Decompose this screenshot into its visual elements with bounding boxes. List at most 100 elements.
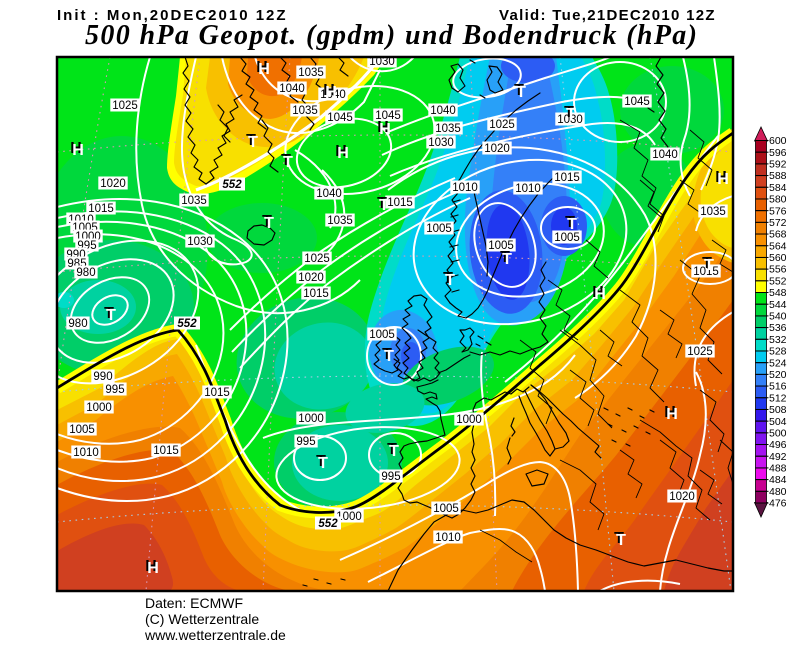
svg-text:1045: 1045 [327,112,353,124]
svg-text:1035: 1035 [327,215,353,227]
svg-text:528: 528 [769,346,787,358]
svg-text:980: 980 [76,267,95,279]
svg-text:1035: 1035 [435,123,461,135]
svg-text:H: H [715,169,727,186]
svg-text:1040: 1040 [279,83,305,95]
svg-text:564: 564 [769,240,787,252]
svg-text:T: T [704,257,714,274]
svg-text:584: 584 [769,182,787,194]
svg-text:600: 600 [769,135,787,147]
svg-text:H: H [70,140,82,157]
svg-text:1025: 1025 [304,253,330,265]
svg-text:580: 580 [769,194,787,206]
svg-text:T: T [104,305,114,322]
svg-text:500 hPa Geopot. (gpdm) und Bod: 500 hPa Geopot. (gpdm) und Bodendruck (h… [85,20,697,51]
svg-text:T: T [514,82,524,99]
svg-text:548: 548 [769,287,787,299]
svg-text:T: T [500,249,510,266]
svg-text:H: H [717,171,729,188]
svg-text:1015: 1015 [88,203,114,215]
svg-text:500: 500 [769,427,787,439]
svg-text:504: 504 [769,416,787,428]
svg-text:484: 484 [769,474,787,486]
svg-text:T: T [565,214,575,231]
svg-text:T: T [616,532,626,549]
svg-text:(C) Wetterzentrale: (C) Wetterzentrale [145,611,259,627]
svg-text:www.wetterzentrale.de: www.wetterzentrale.de [144,627,286,643]
svg-text:1035: 1035 [292,105,318,117]
svg-text:1030: 1030 [428,137,454,149]
svg-text:H: H [594,286,606,303]
svg-text:1000: 1000 [298,413,324,425]
svg-text:1030: 1030 [369,56,395,68]
svg-text:508: 508 [769,404,787,416]
svg-text:1045: 1045 [375,110,401,122]
svg-text:1015: 1015 [387,197,413,209]
svg-text:524: 524 [769,357,787,369]
svg-text:1040: 1040 [316,188,342,200]
svg-text:990: 990 [93,371,112,383]
svg-text:1005: 1005 [433,503,459,515]
svg-text:T: T [614,530,624,547]
svg-text:1030: 1030 [557,114,583,126]
svg-text:T: T [106,307,116,324]
svg-text:488: 488 [769,463,787,475]
svg-text:552: 552 [222,179,242,191]
svg-text:Valid: Tue,21DEC2010 12Z: Valid: Tue,21DEC2010 12Z [499,7,716,24]
svg-text:1015: 1015 [153,445,179,457]
svg-text:1000: 1000 [336,511,362,523]
svg-text:1005: 1005 [554,232,580,244]
svg-text:552: 552 [769,275,787,287]
svg-text:1005: 1005 [426,223,452,235]
svg-text:995: 995 [381,471,400,483]
svg-text:T: T [564,104,574,121]
svg-text:T: T [387,441,397,458]
svg-text:1020: 1020 [298,272,324,284]
svg-text:T: T [443,270,453,287]
svg-text:576: 576 [769,205,787,217]
svg-text:552: 552 [318,518,338,530]
svg-text:592: 592 [769,158,787,170]
svg-text:T: T [316,453,326,470]
svg-text:T: T [389,443,399,460]
svg-text:T: T [281,152,291,169]
svg-text:596: 596 [769,147,787,159]
svg-text:T: T [566,106,576,123]
svg-text:512: 512 [769,392,787,404]
svg-text:H: H [666,406,678,423]
svg-text:995: 995 [105,384,124,396]
svg-text:1020: 1020 [484,143,510,155]
svg-text:1035: 1035 [298,67,324,79]
svg-text:1000: 1000 [456,414,482,426]
svg-text:H: H [664,404,676,421]
svg-text:532: 532 [769,334,787,346]
svg-text:H: H [379,121,391,138]
svg-text:1040: 1040 [430,105,456,117]
svg-text:T: T [567,216,577,233]
svg-text:H: H [147,560,159,577]
svg-text:H: H [335,143,347,160]
svg-text:520: 520 [769,369,787,381]
svg-text:H: H [72,142,84,159]
svg-text:1045: 1045 [624,96,650,108]
svg-text:H: H [258,61,270,78]
svg-text:T: T [264,215,274,232]
svg-text:476: 476 [769,498,787,510]
svg-text:480: 480 [769,486,787,498]
svg-text:H: H [377,119,389,136]
svg-text:T: T [384,348,394,365]
svg-text:Init : Mon,20DEC2010 12Z: Init : Mon,20DEC2010 12Z [57,7,288,24]
svg-text:H: H [256,59,268,76]
svg-text:1005: 1005 [369,329,395,341]
svg-text:536: 536 [769,322,787,334]
svg-text:1025: 1025 [687,346,713,358]
svg-text:H: H [145,558,157,575]
svg-text:516: 516 [769,381,787,393]
svg-text:1030: 1030 [187,236,213,248]
svg-text:572: 572 [769,217,787,229]
svg-text:588: 588 [769,170,787,182]
svg-text:1010: 1010 [452,182,478,194]
svg-text:1000: 1000 [86,402,112,414]
svg-text:H: H [325,84,337,101]
svg-text:T: T [318,455,328,472]
